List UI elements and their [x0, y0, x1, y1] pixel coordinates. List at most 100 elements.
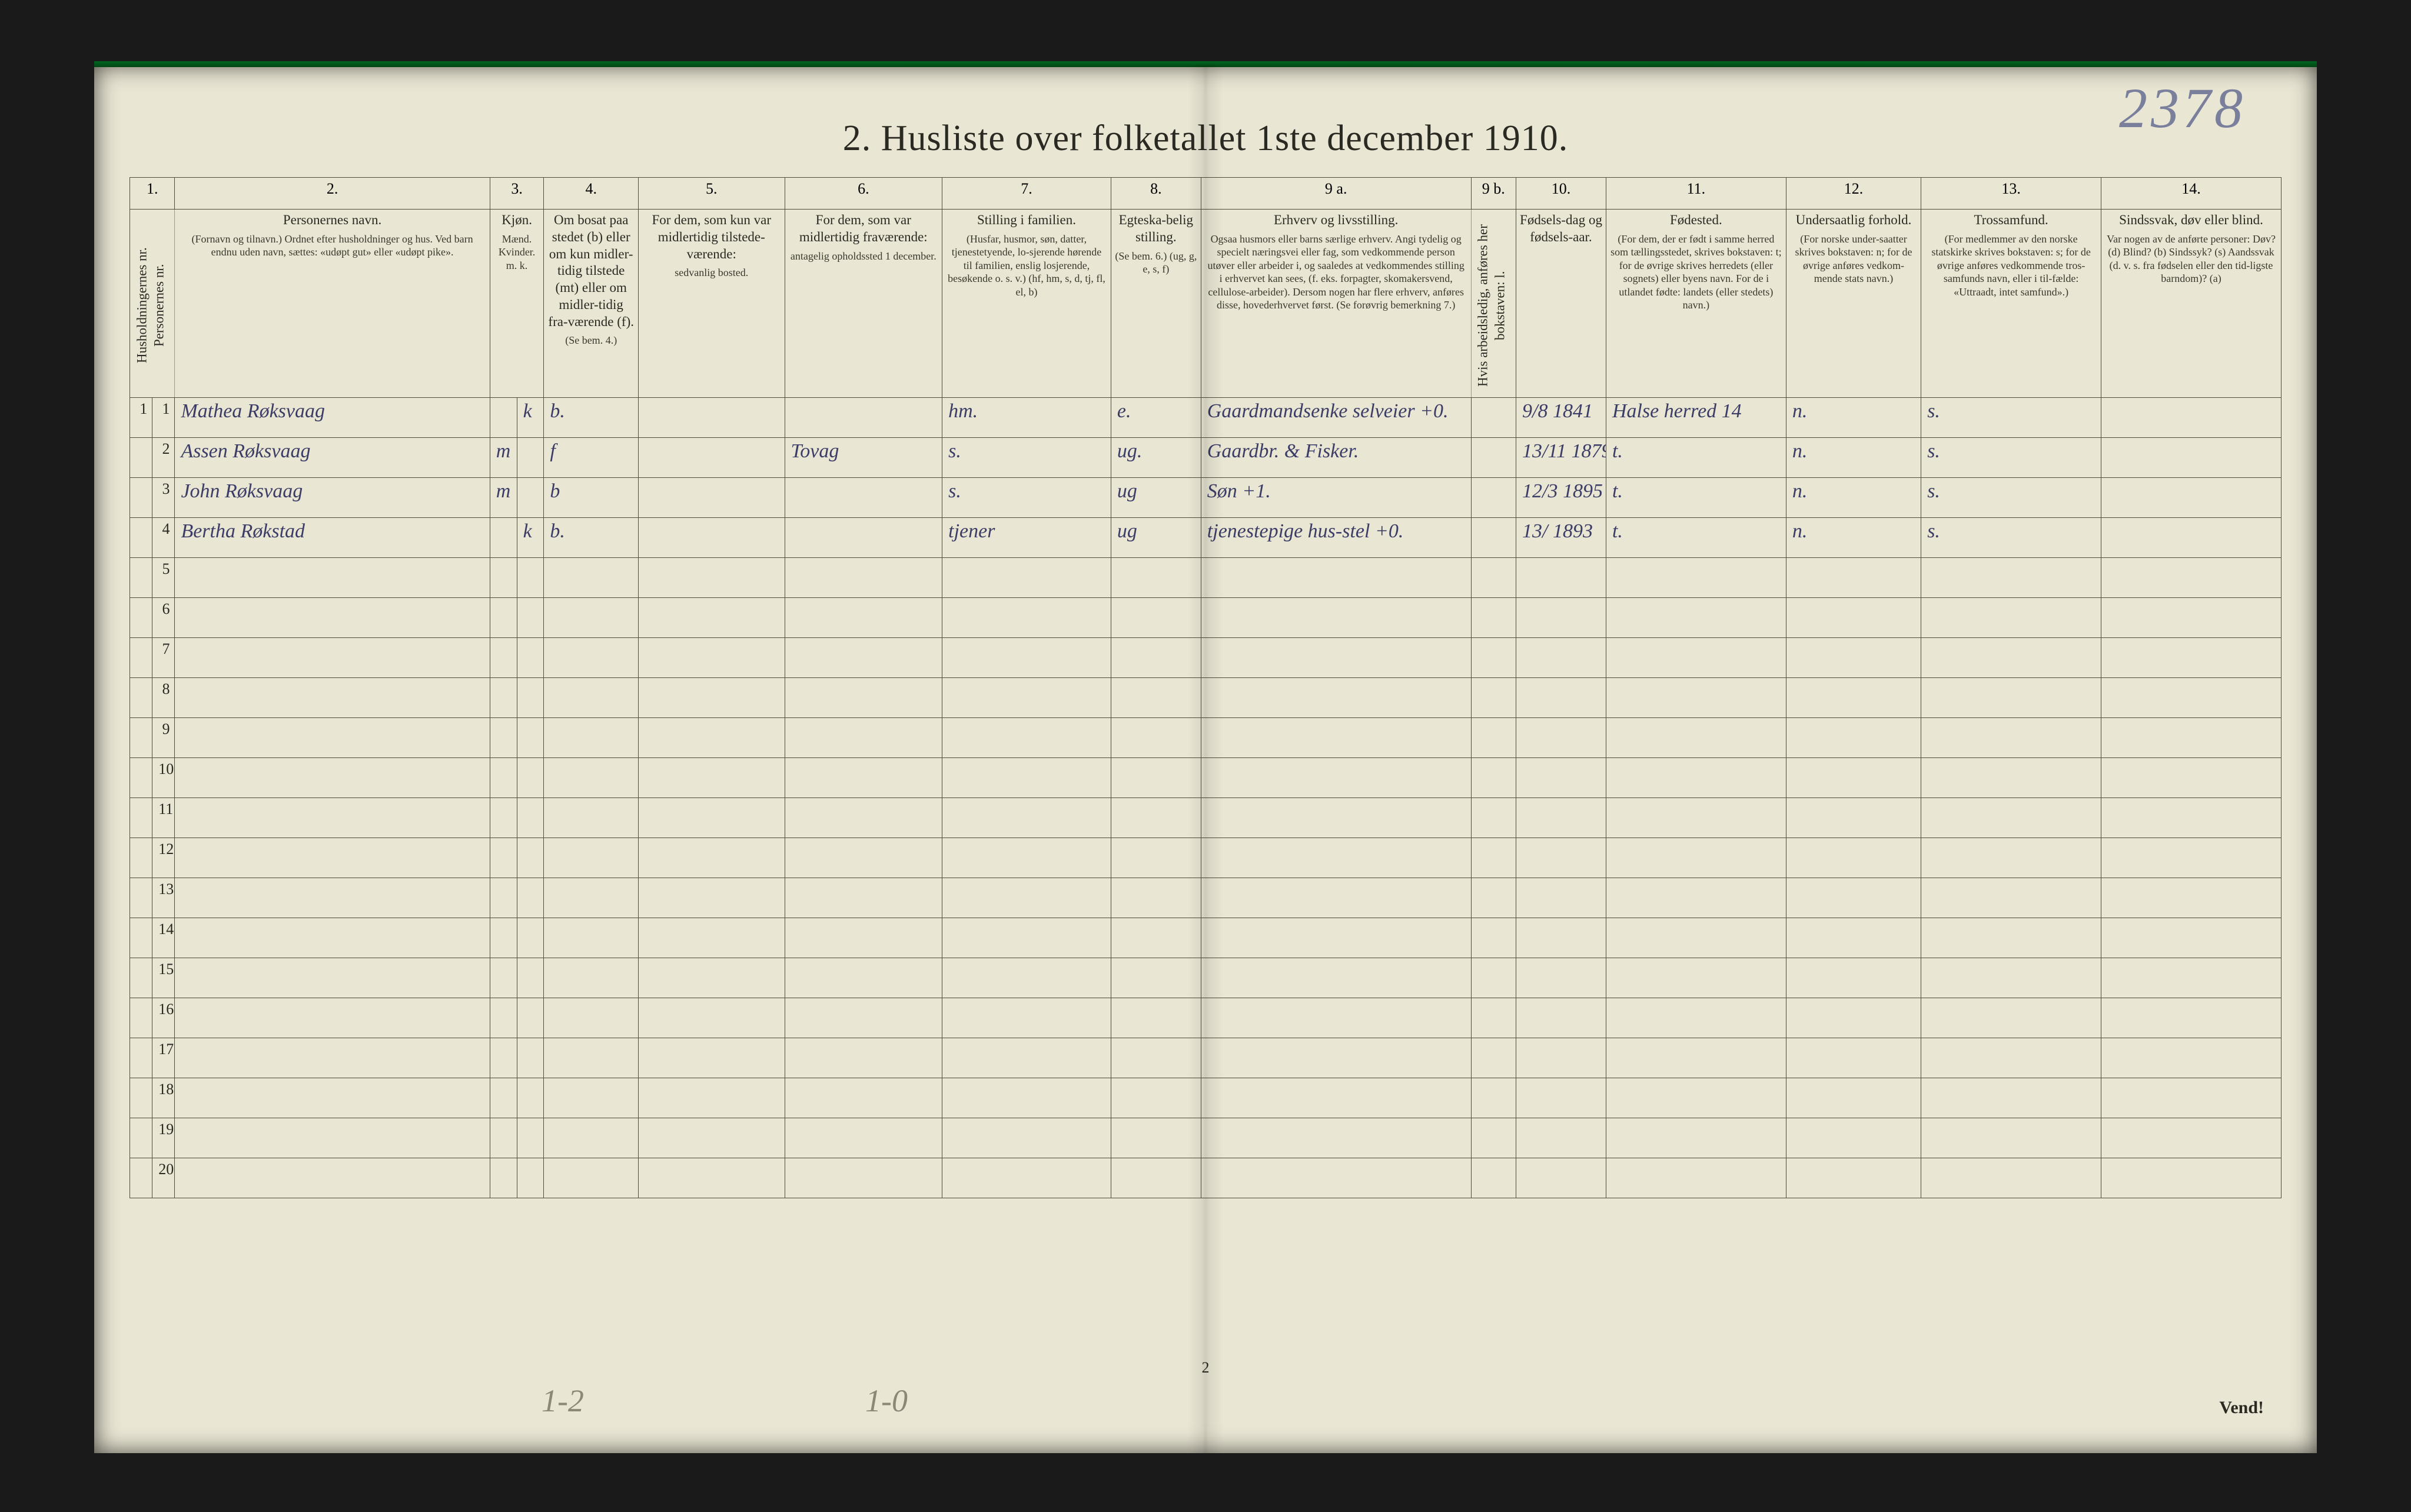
table-cell	[490, 678, 517, 718]
table-cell	[1471, 958, 1516, 998]
table-cell	[1471, 558, 1516, 598]
table-cell	[175, 678, 490, 718]
table-row: 4Bertha Røkstadkb.tjenerugtjenestepige h…	[130, 518, 2282, 558]
table-cell	[490, 958, 517, 998]
table-cell: t.	[1606, 438, 1786, 478]
table-cell	[490, 718, 517, 758]
table-cell	[1921, 918, 2101, 958]
table-cell	[544, 598, 639, 638]
column-number: 9 a.	[1201, 178, 1471, 210]
table-cell	[544, 558, 639, 598]
table-cell	[517, 758, 544, 798]
table-row: 10	[130, 758, 2282, 798]
table-cell: n.	[1786, 518, 1921, 558]
table-cell: 7	[152, 638, 175, 678]
table-cell: t.	[1606, 478, 1786, 518]
table-cell	[1201, 1118, 1471, 1158]
table-cell	[130, 838, 152, 878]
table-cell	[638, 1158, 785, 1198]
table-cell	[1201, 638, 1471, 678]
table-cell	[2101, 758, 2282, 798]
table-cell	[490, 638, 517, 678]
table-cell	[1606, 678, 1786, 718]
table-cell: tjenestepige hus-stel +0.	[1201, 518, 1471, 558]
table-cell	[1921, 1078, 2101, 1118]
table-cell	[1111, 1158, 1201, 1198]
table-cell	[544, 758, 639, 798]
table-cell	[1201, 798, 1471, 838]
table-cell	[1786, 558, 1921, 598]
table-cell: 8	[152, 678, 175, 718]
table-cell	[130, 558, 152, 598]
table-cell	[490, 1158, 517, 1198]
table-cell	[1471, 638, 1516, 678]
table-cell	[544, 678, 639, 718]
table-cell: tjener	[942, 518, 1111, 558]
column-number: 5.	[638, 178, 785, 210]
table-cell: 12/3 1895	[1516, 478, 1606, 518]
column-header: Trossamfund.(For medlemmer av den norske…	[1921, 210, 2101, 398]
table-cell	[1606, 758, 1786, 798]
table-cell	[2101, 598, 2282, 638]
table-row: 5	[130, 558, 2282, 598]
table-cell	[1516, 798, 1606, 838]
table-cell	[517, 478, 544, 518]
table-cell	[544, 718, 639, 758]
table-cell	[1606, 798, 1786, 838]
table-cell	[517, 998, 544, 1038]
table-cell	[1201, 1158, 1471, 1198]
table-cell	[1471, 678, 1516, 718]
table-cell	[130, 758, 152, 798]
pencil-note-left: 1-2	[542, 1383, 584, 1419]
table-cell	[517, 798, 544, 838]
table-cell	[638, 758, 785, 798]
table-cell	[130, 438, 152, 478]
table-cell	[638, 878, 785, 918]
table-cell	[490, 398, 517, 438]
column-header: Om bosat paa stedet (b) eller om kun mid…	[544, 210, 639, 398]
table-cell	[544, 1118, 639, 1158]
table-cell	[544, 918, 639, 958]
column-number: 4.	[544, 178, 639, 210]
column-header: For dem, som var midlertidig fraværende:…	[785, 210, 942, 398]
table-cell	[2101, 558, 2282, 598]
column-header: For dem, som kun var midlertidig tilsted…	[638, 210, 785, 398]
table-cell	[942, 1038, 1111, 1078]
table-cell	[130, 638, 152, 678]
table-cell	[1606, 598, 1786, 638]
table-cell	[1111, 998, 1201, 1038]
table-cell	[1111, 1078, 1201, 1118]
table-cell	[1786, 1158, 1921, 1198]
table-cell	[490, 558, 517, 598]
table-cell	[490, 1118, 517, 1158]
table-cell	[1786, 1078, 1921, 1118]
table-cell	[1471, 838, 1516, 878]
table-cell: John Røksvaag	[175, 478, 490, 518]
column-headers-row: Husholdningernes nr. Personernes nr.Pers…	[130, 210, 2282, 398]
table-cell	[1921, 798, 2101, 838]
table-cell	[942, 1078, 1111, 1118]
column-header: Hvis arbeidsledig, anføres her bokstaven…	[1471, 210, 1516, 398]
table-cell: hm.	[942, 398, 1111, 438]
table-cell: Tovag	[785, 438, 942, 478]
table-cell: 20	[152, 1158, 175, 1198]
table-cell	[1516, 918, 1606, 958]
table-cell	[130, 878, 152, 918]
table-cell	[1786, 918, 1921, 958]
table-cell	[1786, 878, 1921, 918]
table-cell	[785, 918, 942, 958]
table-row: 18	[130, 1078, 2282, 1118]
table-cell	[175, 918, 490, 958]
table-row: 7	[130, 638, 2282, 678]
table-cell	[517, 878, 544, 918]
table-cell	[130, 1118, 152, 1158]
table-cell	[517, 918, 544, 958]
table-cell	[175, 1118, 490, 1158]
column-header: Kjøn.Mænd. Kvinder. m. k.	[490, 210, 544, 398]
table-cell	[1606, 1158, 1786, 1198]
table-cell	[1201, 1078, 1471, 1118]
table-cell	[638, 678, 785, 718]
table-cell	[785, 398, 942, 438]
table-cell	[942, 838, 1111, 878]
table-cell	[785, 678, 942, 718]
